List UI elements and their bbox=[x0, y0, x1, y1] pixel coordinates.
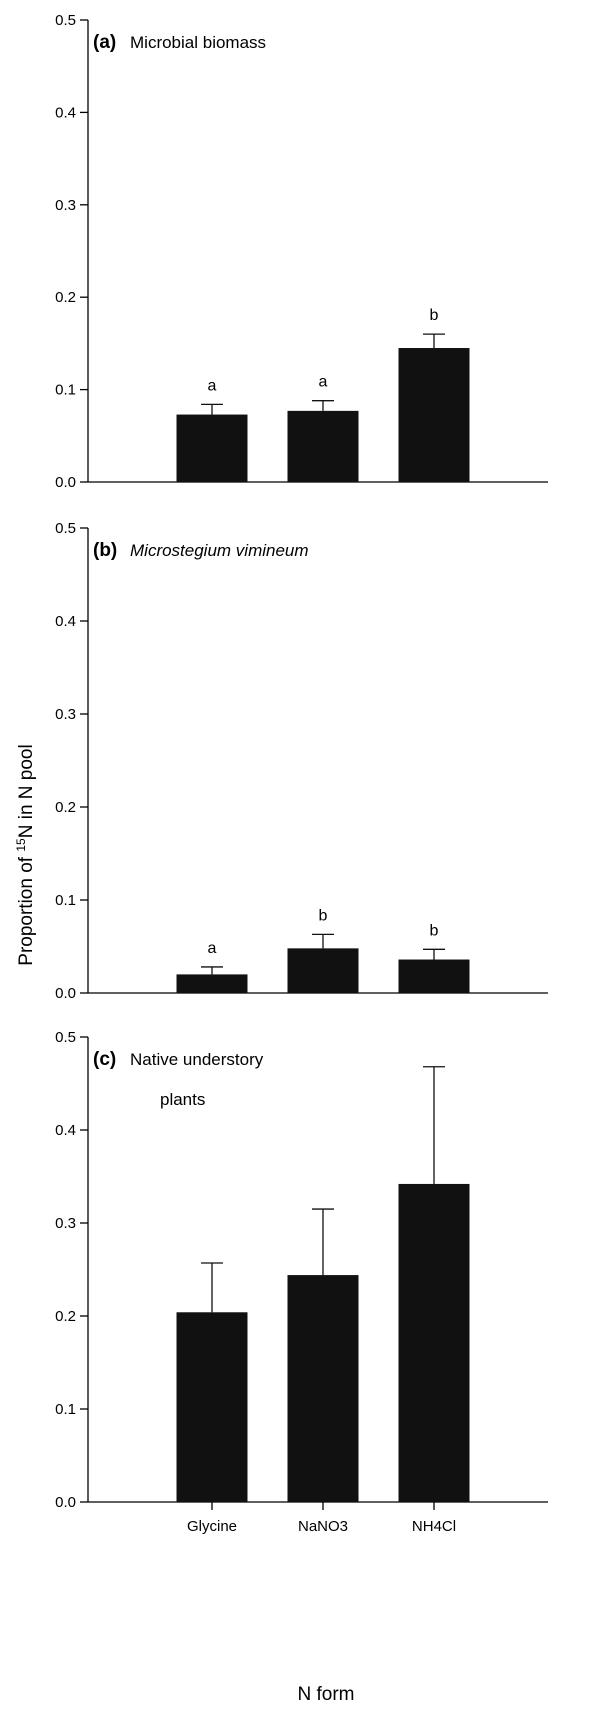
y-tick-label: 0.1 bbox=[55, 1401, 76, 1418]
y-axis-title-suffix: N in N pool bbox=[16, 744, 37, 838]
y-tick-label: 0.5 bbox=[55, 12, 76, 29]
bar-nh4cl bbox=[398, 1183, 470, 1502]
y-tick-label: 0.3 bbox=[55, 706, 76, 723]
y-tick-label: 0.2 bbox=[55, 799, 76, 816]
x-axis-title: N form bbox=[298, 1684, 355, 1705]
significance-letter: a bbox=[208, 940, 217, 957]
y-tick-label: 0.3 bbox=[55, 197, 76, 214]
bar-nano3 bbox=[287, 1275, 359, 1502]
bar-glycine bbox=[176, 1312, 248, 1502]
panel-title: Microbial biomass bbox=[130, 33, 266, 52]
category-label: Glycine bbox=[187, 1518, 237, 1535]
chart-panel-b: 0.0 0.1 0.2 0.3 0.4 0.5 a b b (b) Microstegium vim… bbox=[55, 520, 548, 1002]
bar-glycine bbox=[176, 974, 248, 993]
y-tick-label: 0.0 bbox=[55, 474, 76, 491]
significance-letter: b bbox=[319, 907, 328, 924]
significance-letter: a bbox=[208, 377, 217, 394]
y-tick-label: 0.4 bbox=[55, 104, 76, 121]
y-tick-label: 0.0 bbox=[55, 1494, 76, 1511]
y-tick-label: 0.0 bbox=[55, 985, 76, 1002]
y-axis-title: Proportion of 15N in N pool bbox=[14, 744, 37, 965]
chart-panels: 0.0 0.1 0.2 0.3 0.4 0.5 a a b (a) Microbial biomas… bbox=[55, 12, 548, 1535]
y-axis-title-prefix: Proportion of bbox=[16, 852, 37, 966]
panel-letter: (c) bbox=[93, 1049, 116, 1070]
y-tick-label: 0.5 bbox=[55, 520, 76, 537]
y-axis-title-superscript: 15 bbox=[14, 838, 28, 852]
bar-nano3 bbox=[287, 948, 359, 993]
y-tick-label: 0.2 bbox=[55, 289, 76, 306]
panel-title: Microstegium vimineum bbox=[130, 541, 309, 560]
significance-letter: b bbox=[430, 922, 439, 939]
bar-glycine bbox=[176, 414, 248, 482]
bar-nh4cl bbox=[398, 348, 470, 482]
panel-title: Native understory bbox=[130, 1050, 264, 1069]
y-tick-label: 0.4 bbox=[55, 613, 76, 630]
y-tick-label: 0.3 bbox=[55, 1215, 76, 1232]
y-tick-label: 0.1 bbox=[55, 382, 76, 399]
bar-nano3 bbox=[287, 410, 359, 482]
chart-panel-a: 0.0 0.1 0.2 0.3 0.4 0.5 a a b (a) Microbial biomas… bbox=[55, 12, 548, 491]
significance-letter: a bbox=[319, 374, 328, 391]
y-tick-label: 0.1 bbox=[55, 892, 76, 909]
panel-letter: (b) bbox=[93, 540, 117, 561]
y-tick-label: 0.5 bbox=[55, 1029, 76, 1046]
category-label: NH4Cl bbox=[412, 1518, 456, 1535]
panel-letter: (a) bbox=[93, 32, 116, 53]
bar-nh4cl bbox=[398, 959, 470, 993]
y-tick-label: 0.2 bbox=[55, 1308, 76, 1325]
significance-letter: b bbox=[430, 307, 439, 324]
panel-title: plants bbox=[160, 1090, 205, 1109]
y-tick-label: 0.4 bbox=[55, 1122, 76, 1139]
chart-panel-c: 0.0 0.1 0.2 0.3 0.4 0.5 Glycine NaNO3 NH4Cl (c) Na… bbox=[55, 1029, 548, 1535]
category-label: NaNO3 bbox=[298, 1518, 348, 1535]
